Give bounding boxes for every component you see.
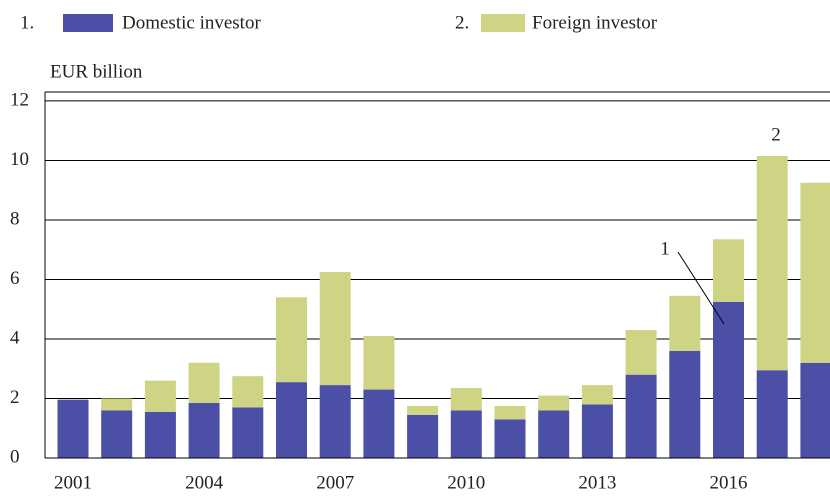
bar-segment [319, 385, 351, 458]
x-tick-label: 2010 [447, 472, 485, 493]
legend-number: 1. [20, 12, 34, 33]
bar-segment [538, 410, 570, 458]
bar-segment [669, 295, 701, 351]
y-tick-label: 6 [10, 268, 20, 289]
bar-segment [276, 382, 307, 458]
bar-segment [188, 402, 220, 458]
bar-segment [713, 301, 744, 458]
y-tick-label: 2 [10, 387, 20, 408]
legend-swatch [63, 14, 113, 32]
annotation: 1 [660, 238, 670, 259]
bar-segment [144, 380, 176, 412]
bar-segment [407, 414, 439, 458]
bar-segment [450, 410, 482, 458]
bar-segment [800, 362, 830, 458]
y-tick-label: 12 [10, 89, 29, 110]
bar-segment [494, 405, 526, 420]
bar-segment [407, 405, 439, 415]
bar-segment [144, 411, 176, 458]
y-tick-label: 8 [10, 208, 20, 229]
bar-segment [319, 272, 351, 386]
bar-segment [669, 350, 701, 458]
bar-segment [538, 395, 570, 411]
bar-segment [713, 239, 744, 302]
bar-segment [363, 336, 395, 390]
bar-segment [581, 404, 613, 458]
bar-segment [581, 385, 613, 405]
y-tick-label: 10 [10, 149, 29, 170]
bar-segment [232, 407, 264, 458]
y-axis-label: EUR billion [50, 61, 143, 82]
legend-label: Foreign investor [532, 12, 658, 33]
annotation: 2 [771, 124, 781, 145]
y-tick-label: 0 [10, 446, 20, 467]
bar-segment [232, 376, 264, 408]
bar-segment [625, 330, 657, 375]
bar-segment [756, 370, 788, 458]
bar-segment [494, 419, 526, 458]
bar-segment [188, 362, 220, 403]
bar-segment [800, 182, 830, 363]
x-tick-label: 2004 [185, 472, 224, 493]
bar-segment [363, 389, 395, 458]
bar-segment [57, 399, 89, 458]
bar-segment [101, 410, 133, 458]
legend-swatch [481, 14, 525, 32]
x-tick-label: 2013 [578, 472, 616, 493]
bar-segment [756, 155, 788, 371]
annotation-leader [677, 251, 725, 325]
y-tick-label: 4 [10, 327, 20, 348]
x-tick-label: 2001 [54, 472, 92, 493]
x-tick-label: 2007 [316, 472, 354, 493]
bar-segment [450, 388, 482, 411]
legend-label: Domestic investor [122, 12, 261, 33]
bar-segment [625, 374, 657, 458]
bar-segment [101, 398, 133, 411]
bar-segment [276, 297, 307, 383]
x-tick-label: 2016 [710, 472, 748, 493]
legend-number: 2. [455, 12, 469, 33]
